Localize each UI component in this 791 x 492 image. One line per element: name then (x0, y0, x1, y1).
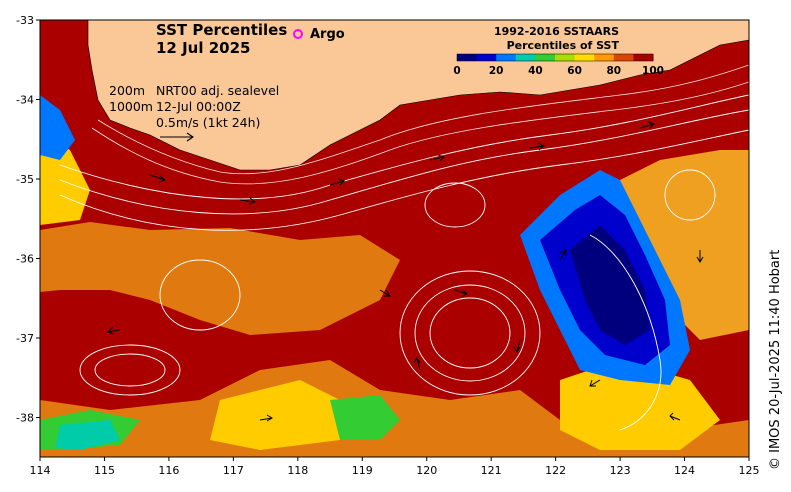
sealevel-contours (59, 94, 749, 431)
current-arrow (259, 414, 273, 422)
x-tick-label: 124 (674, 464, 695, 477)
colorbar-segment (535, 54, 556, 61)
current-arrow (107, 326, 121, 335)
sst-zone-yellow-south (210, 380, 360, 450)
colorbar-segment (555, 54, 576, 61)
current-arrow (559, 249, 567, 261)
x-tick-label: 116 (158, 464, 179, 477)
colorbar-segment (574, 54, 595, 61)
y-tick-label: -34 (16, 94, 34, 107)
current-arrows (107, 121, 704, 422)
sealevel-label: NRT00 adj. sealevel (156, 83, 279, 98)
colorbar-segment (496, 54, 517, 61)
colorbar-tick-label: 80 (606, 65, 621, 77)
contour-eddy-north (424, 182, 486, 228)
x-tick-label: 122 (545, 464, 566, 477)
axes: 114 115 116 117 118 119 120 121 122 123 124 125 -33 -… (16, 14, 759, 477)
current-arrow (379, 289, 391, 297)
colorbar-segment (515, 54, 536, 61)
scale-arrow (160, 132, 194, 142)
isobath-200m (97, 64, 749, 175)
sst-zone-cyan-south (55, 420, 120, 450)
x-tick-label: 125 (739, 464, 760, 477)
credit-text: © IMOS 20-Jul-2025 11:40 Hobart (768, 249, 783, 470)
contour-eddy-west-1 (79, 344, 181, 396)
colorbar-segment (457, 54, 478, 61)
colorbar-segment (594, 54, 615, 61)
colorbar-segment (633, 54, 654, 61)
current-arrow (529, 142, 545, 151)
isobath-1000m (91, 81, 749, 185)
time-label: 12-Jul 00:00Z (156, 99, 241, 114)
current-arrow (669, 412, 681, 421)
current-arrow (239, 197, 257, 205)
y-tick-label: -33 (16, 14, 34, 27)
map-frame (39, 19, 750, 458)
colorbar-border (456, 53, 654, 62)
sst-zone-lightblue-coastal (40, 95, 75, 160)
colorbar-title-2: Percentiles of SST (507, 39, 620, 52)
contour-current-1 (59, 109, 749, 215)
map-field (40, 20, 749, 457)
colorbar-tick-label: 40 (528, 65, 543, 77)
current-arrow (413, 357, 421, 371)
contour-eddy-mid (159, 259, 241, 331)
sst-zone-orange-east (600, 150, 749, 340)
current-arrow (429, 154, 445, 162)
contour-eddy-center-1 (414, 284, 526, 382)
current-arrow (149, 174, 167, 183)
current-arrow (696, 250, 704, 263)
argo-float-marker (293, 29, 303, 39)
depth-label-1000: 1000m (109, 99, 153, 114)
sst-zone-green-mid (330, 395, 400, 440)
y-tick-label: -37 (16, 332, 34, 345)
contour-eddy-center-3 (399, 270, 541, 396)
x-tick-label: 117 (223, 464, 244, 477)
map-title: SST Percentiles (156, 21, 287, 39)
map-date: 12 Jul 2025 (156, 39, 250, 57)
x-tick-label: 121 (481, 464, 502, 477)
y-tick-label: -36 (16, 253, 34, 266)
colorbar-segment (476, 54, 497, 61)
current-arrow (513, 339, 521, 353)
y-tick-label: -35 (16, 173, 34, 186)
current-arrow (454, 289, 468, 297)
colorbar-tick-label: 20 (489, 65, 504, 77)
contour-cold-eddy (589, 234, 662, 431)
scale-label: 0.5m/s (1kt 24h) (156, 115, 260, 130)
colorbar: 0 20 40 60 80 100 (453, 53, 664, 77)
colorbar-tick-label: 100 (642, 65, 664, 77)
sst-cold-eddy-core (570, 225, 650, 345)
current-arrow (329, 178, 345, 186)
current-arrow (639, 121, 655, 129)
contour-current-2 (59, 94, 749, 200)
colorbar-title-1: 1992-2016 SSTAARS (494, 25, 619, 38)
colorbar-tick-label: 0 (453, 65, 460, 77)
x-tick-label: 115 (94, 464, 115, 477)
y-tick-label: -38 (16, 412, 34, 425)
colorbar-segment (613, 54, 634, 61)
bathymetry-lines (91, 64, 749, 185)
x-tick-label: 118 (287, 464, 308, 477)
x-tick-label: 120 (416, 464, 437, 477)
contour-eddy-west-2 (94, 353, 166, 387)
contour-current-3 (59, 129, 749, 231)
current-arrow (589, 379, 601, 387)
x-tick-label: 114 (30, 464, 51, 477)
depth-label-200: 200m (109, 83, 145, 98)
sst-zone-orange-west (40, 222, 400, 335)
colorbar-tick-label: 60 (567, 65, 582, 77)
x-tick-label: 123 (610, 464, 631, 477)
contour-eddy-center-2 (429, 297, 511, 369)
sst-zone-yellow-southeast (560, 360, 720, 450)
argo-label: Argo (310, 27, 345, 42)
contour-eddy-east (664, 169, 716, 221)
x-tick-label: 119 (352, 464, 373, 477)
